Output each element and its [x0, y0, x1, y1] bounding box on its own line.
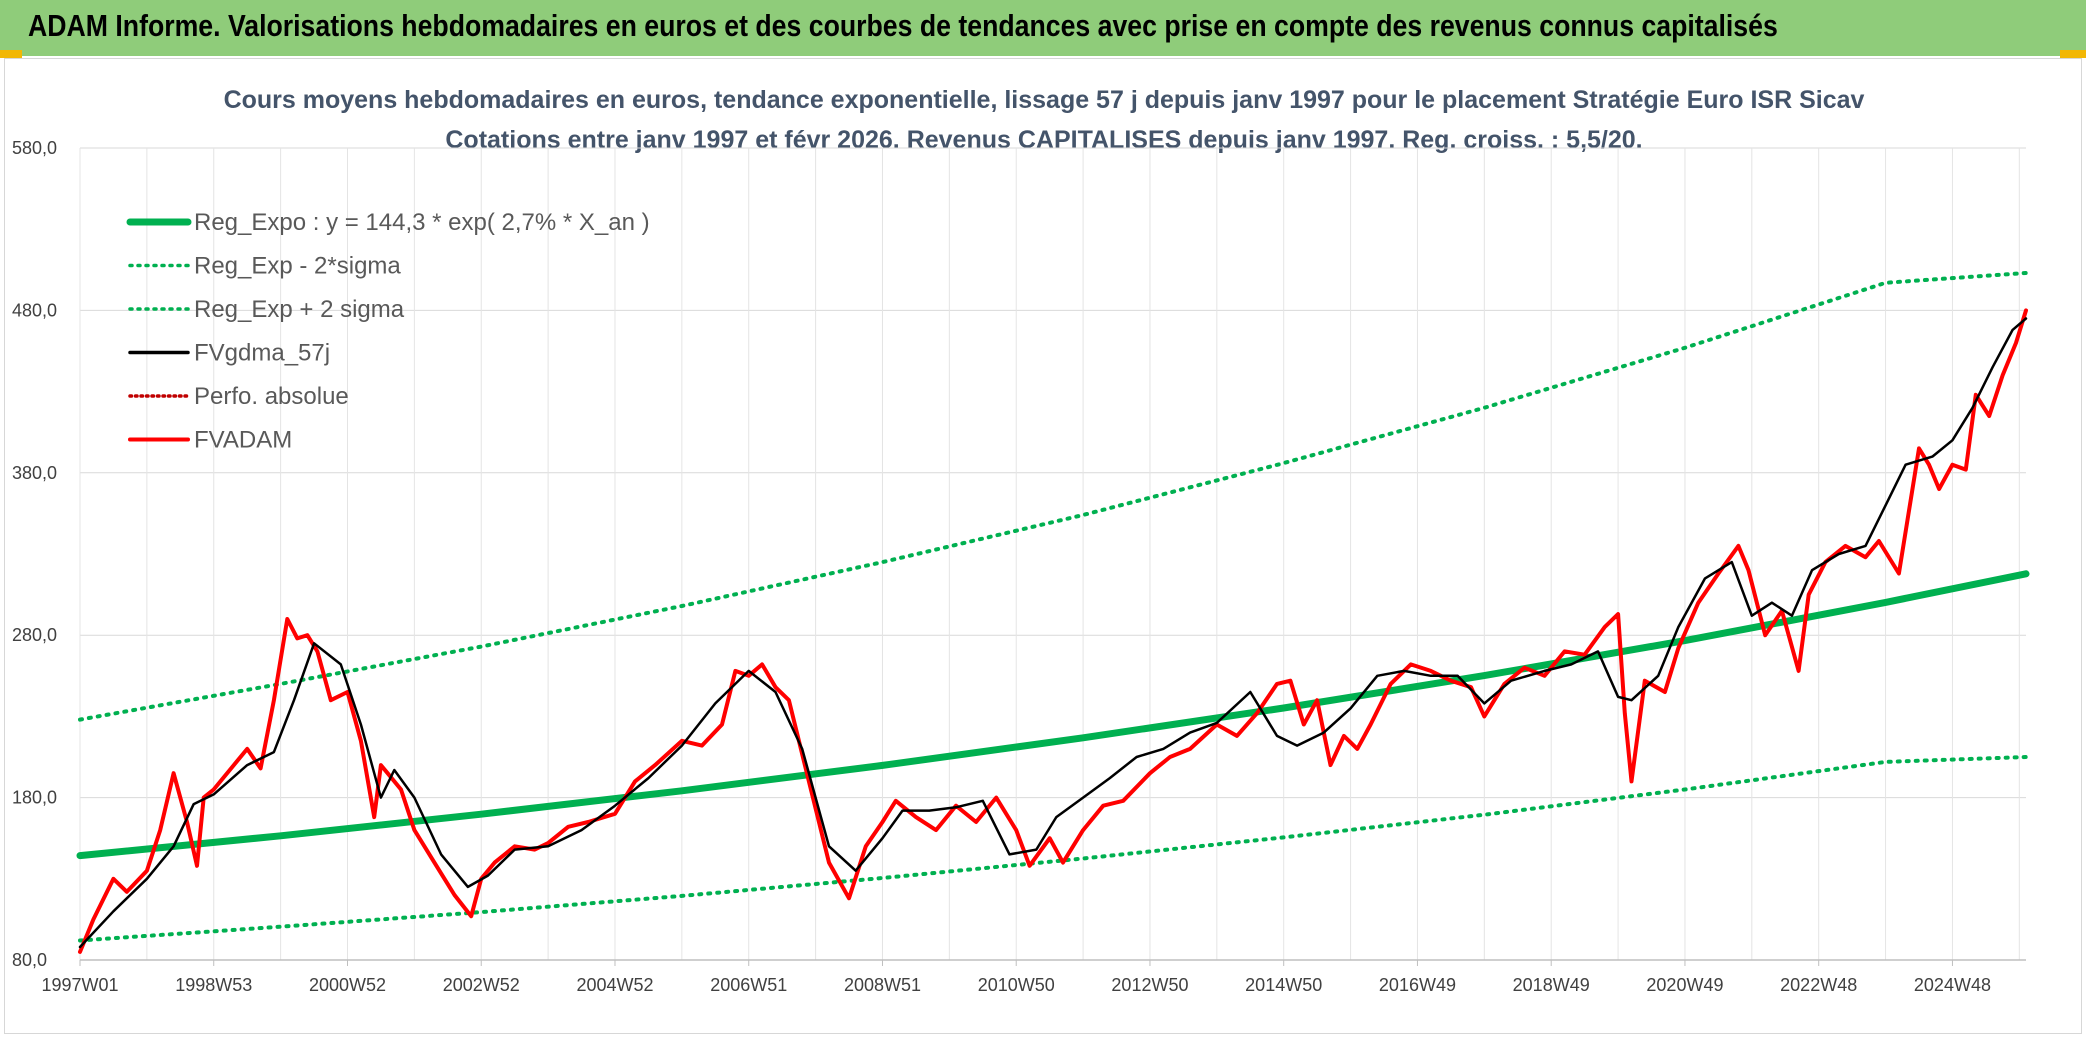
- x-tick-label: 2024W48: [1914, 975, 1991, 995]
- chart-frame: [4, 58, 2082, 1034]
- banner-accent-right: [2060, 50, 2086, 58]
- x-tick-label: 2006W51: [710, 975, 787, 995]
- series-lines: [76, 271, 2030, 954]
- y-tick-label: 280,0: [12, 625, 57, 645]
- x-tick-label: 2008W51: [844, 975, 921, 995]
- x-tick-label: 2014W50: [1245, 975, 1322, 995]
- series-line-reg-expo-y-144-3-exp-2-7-x-an: [76, 570, 2030, 860]
- legend-label: FVADAM: [194, 427, 292, 454]
- y-tick-label: 380,0: [12, 463, 57, 483]
- legend-label: Perfo. absolue: [194, 383, 349, 410]
- legend-label: FVgdma_57j: [194, 340, 330, 367]
- legend-label: Reg_Exp + 2 sigma: [194, 296, 405, 323]
- legend-label: Reg_Exp - 2*sigma: [194, 253, 401, 280]
- x-tick-label: 2000W52: [309, 975, 386, 995]
- x-tick-label: 2016W49: [1379, 975, 1456, 995]
- banner-accent-left: [0, 50, 22, 58]
- chart-subtitle: Cotations entre janv 1997 et févr 2026. …: [445, 126, 1642, 154]
- x-tick-label: 2018W49: [1513, 975, 1590, 995]
- y-tick-label: 180,0: [12, 788, 57, 808]
- legend-label: Reg_Expo : y = 144,3 * exp( 2,7% * X_an …: [194, 209, 650, 236]
- x-tick-label: 2010W50: [978, 975, 1055, 995]
- y-tick-label: 80,0: [12, 950, 47, 970]
- x-tick-label: 2002W52: [443, 975, 520, 995]
- x-tick-label: 2022W48: [1780, 975, 1857, 995]
- x-tick-label: 2004W52: [576, 975, 653, 995]
- chart-title: Cours moyens hebdomadaires en euros, ten…: [224, 86, 1865, 114]
- header-banner: [0, 0, 2086, 56]
- page-title: ADAM Informe. Valorisations hebdomadaire…: [28, 8, 1778, 43]
- x-tick-label: 2020W49: [1646, 975, 1723, 995]
- legend: Reg_Expo : y = 144,3 * exp( 2,7% * X_an …: [126, 209, 650, 454]
- series-line-fvgdma-57j: [78, 317, 2028, 949]
- x-tick-label: 1998W53: [175, 975, 252, 995]
- series-line-reg-exp-2-sigma: [78, 271, 2028, 722]
- y-tick-label: 480,0: [12, 300, 57, 320]
- y-tick-label: 580,0: [12, 138, 57, 158]
- series-line-fvadam: [78, 308, 2028, 954]
- x-tick-label: 2012W50: [1111, 975, 1188, 995]
- series-line-reg-exp-2-sigma: [78, 755, 2028, 943]
- x-tick-label: 1997W01: [41, 975, 118, 995]
- grid-lines: [79, 147, 2026, 961]
- axes: 80,0 180,0 280,0 380,0 480,0 580,0 1997W01 1998…: [12, 138, 2026, 995]
